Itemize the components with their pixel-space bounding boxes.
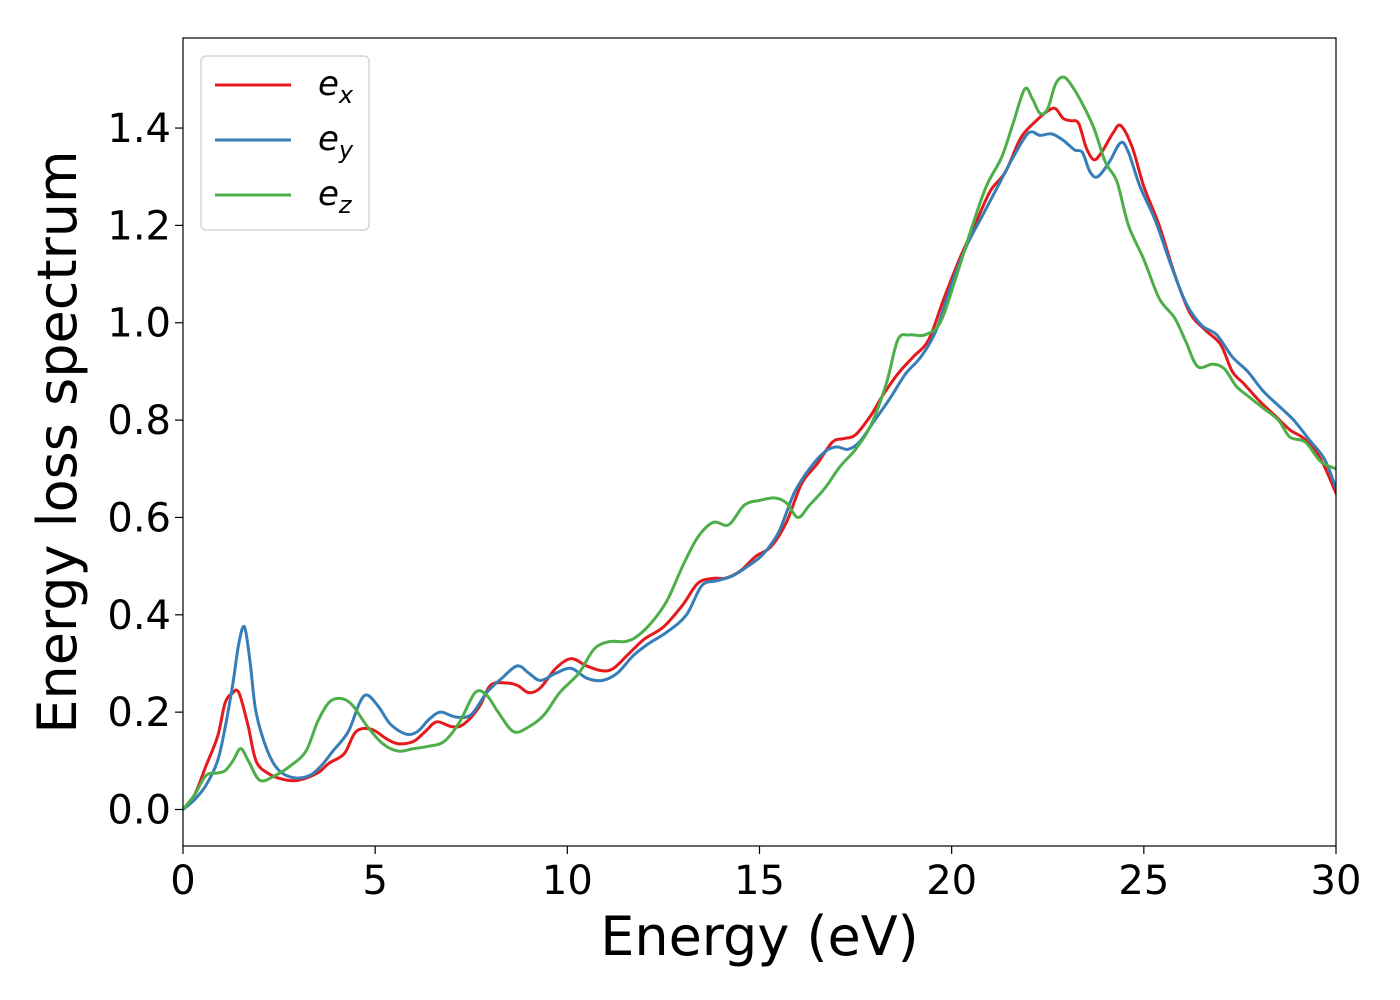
- legend-box: [200, 55, 370, 231]
- legend: ex ey ez: [200, 55, 370, 231]
- x-tick-label: 25: [1118, 858, 1169, 904]
- legend-label-ex: ex: [318, 64, 354, 109]
- series-line-ex: [183, 106, 1336, 811]
- x-tick-label: 5: [362, 858, 387, 904]
- x-tick-label: 10: [542, 858, 593, 904]
- series-line-ey: [183, 130, 1336, 811]
- y-tick-label: 0.2: [107, 690, 171, 736]
- y-tick-label: 0.0: [107, 787, 171, 833]
- x-tick-label: 15: [734, 858, 785, 904]
- legend-label-ey: ey: [318, 119, 354, 164]
- x-axis: 0 5 10 15 20 25 30: [170, 846, 1361, 904]
- x-tick-label: 20: [926, 858, 977, 904]
- y-tick-label: 1.0: [107, 301, 171, 347]
- series-layer: [183, 75, 1336, 811]
- series-line-ez: [183, 75, 1336, 811]
- y-axis: 0.0 0.2 0.4 0.6 0.8 1.0 1.2 1.4: [107, 106, 183, 833]
- y-tick-label: 0.6: [107, 495, 171, 541]
- legend-label-ez: ez: [318, 174, 353, 219]
- y-axis-label: Energy loss spectrum: [26, 150, 89, 733]
- x-tick-label: 0: [170, 858, 195, 904]
- y-tick-label: 1.2: [107, 203, 171, 249]
- y-tick-label: 0.8: [107, 398, 171, 444]
- x-tick-label: 30: [1311, 858, 1362, 904]
- x-axis-label: Energy (eV): [600, 905, 919, 968]
- y-tick-label: 0.4: [107, 593, 171, 639]
- y-tick-label: 1.4: [107, 106, 171, 152]
